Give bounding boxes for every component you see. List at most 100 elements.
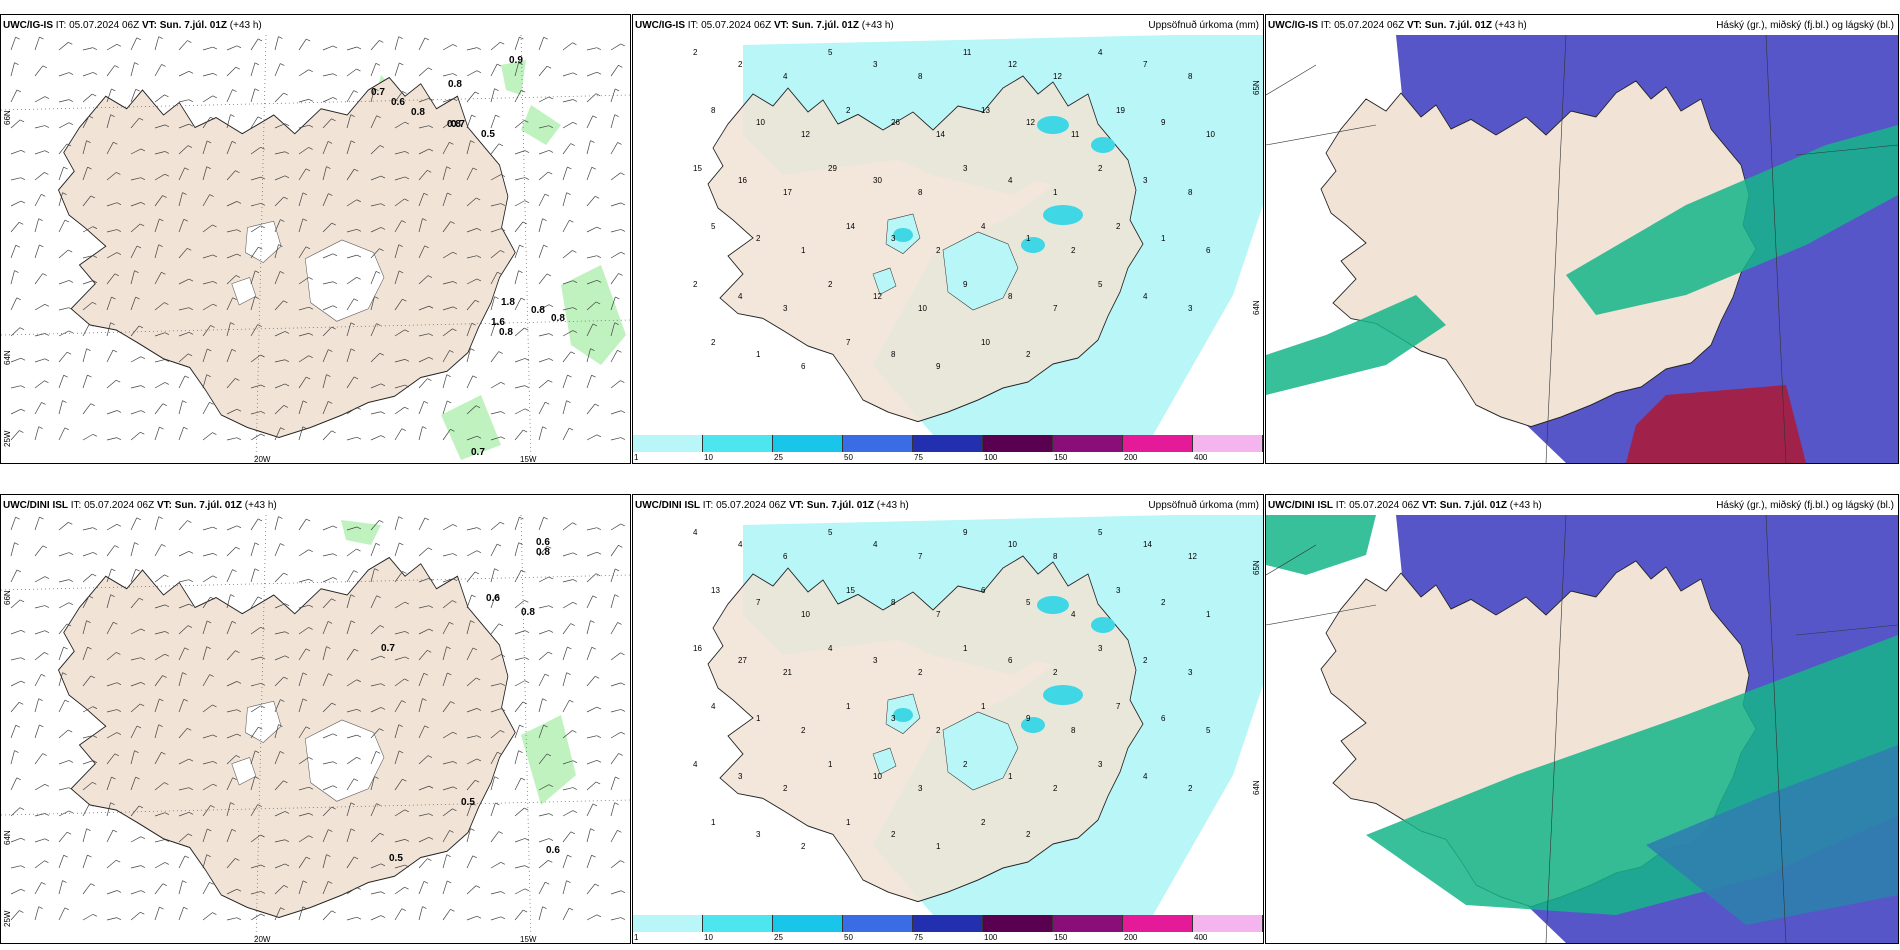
wind-barb [442,251,457,259]
colorbar-swatch [843,435,913,452]
wind-barb [610,229,626,233]
wind-barb [394,724,403,739]
wind-barb [178,603,194,609]
panel-cloud-top: UWC/IG-IS IT: 05.07.2024 06Z VT: Sun. 7.… [1265,14,1899,464]
wind-barb [34,783,50,791]
wind-barb [562,121,578,129]
graticule-line [1266,604,1377,626]
wind-barb [322,785,338,791]
precip-value: 8 [1008,292,1013,301]
wind-barb [34,380,49,389]
wind-barb [202,912,217,921]
wind-barb [322,525,338,531]
wind-barb [562,192,571,207]
wind-barb [10,777,21,791]
wind-barb [34,545,47,557]
wind-barb [442,701,455,713]
precip-value: 7 [846,338,851,347]
precip-area-strong [1037,596,1069,614]
wind-barb [106,44,122,51]
wind-barb [370,227,386,233]
wind-barb [58,760,74,765]
wind-barb [178,123,194,129]
wind-barb [490,271,502,285]
wind-barb [250,146,265,155]
graticule-line [1765,35,1787,463]
wind-barb [34,753,47,765]
wind-barb [226,525,242,531]
wind-barb [610,88,620,103]
wind-barb [466,348,475,363]
wind-barb [610,652,625,661]
graticule-line [1795,624,1898,636]
wind-barb [58,400,67,415]
precip-value: 4 [1071,610,1076,619]
precip-value: 8 [918,188,923,197]
wind-barb [418,218,427,233]
wind-barb [322,829,333,843]
wind-barb [226,802,235,817]
wind-barb [466,571,480,583]
wind-barb [610,142,622,155]
title-it-label: IT: [1320,20,1332,31]
wind-barb [58,307,74,311]
wind-barb [514,358,530,363]
iceland-land [57,556,516,919]
wind-barb [34,218,43,233]
colorbar-tick: 400 [1194,933,1208,942]
wind-barb [418,37,430,51]
wind-barb [130,356,146,363]
wind-barb [130,568,140,583]
title-model: UWC/IG-IS [1268,20,1318,31]
wind-barb [394,91,407,103]
wind-barb [322,577,338,583]
wind-barb [322,673,333,687]
wind-barb [298,627,313,635]
precip-value: 2 [783,784,788,793]
wind-barb [130,62,139,77]
wind-barb [442,880,452,895]
wind-barb [586,140,595,155]
wind-barb [346,376,359,389]
wind-barb [250,62,260,77]
wind-barb [250,542,260,557]
wind-barb [202,882,214,895]
precip-value: 29 [828,164,837,173]
precip-value: 2 [1071,246,1076,255]
precip-value: 2 [801,726,806,735]
wind-barb [466,527,482,531]
precip-value: 3 [963,164,968,173]
wind-barb [226,275,241,285]
colorbar-swatch [1193,435,1263,452]
wind-barb [82,782,97,791]
precip-value: 8 [1188,188,1193,197]
title-it-value: 05.07.2024 06Z [69,20,140,31]
wind-barb [490,862,506,869]
wind-barb [394,121,409,129]
wind-barb [106,545,119,557]
wind-barb [322,401,333,415]
wind-barb [298,69,313,77]
wind-barb [274,572,288,583]
wind-barb [202,194,214,207]
wind-barb [34,652,49,661]
wind-barb [538,881,550,895]
wind-barb [226,378,240,389]
wind-barb [394,62,404,77]
colorbar-tick: 100 [984,933,998,942]
precip-value: 2 [828,280,833,289]
precip-value: 9 [963,280,968,289]
wind-barb [178,99,194,103]
wind-barb [610,437,626,441]
wind-barb [562,579,578,583]
precip-value: 9 [936,362,941,371]
wind-barb [514,630,530,635]
wind-barb [514,657,530,661]
wind-barb [586,527,602,531]
wind-barb [322,881,333,895]
graticule-line [1,94,630,111]
wind-barb [322,349,333,363]
gust-area [441,395,501,460]
wind-barb [250,913,265,921]
wind-barb [586,646,596,661]
